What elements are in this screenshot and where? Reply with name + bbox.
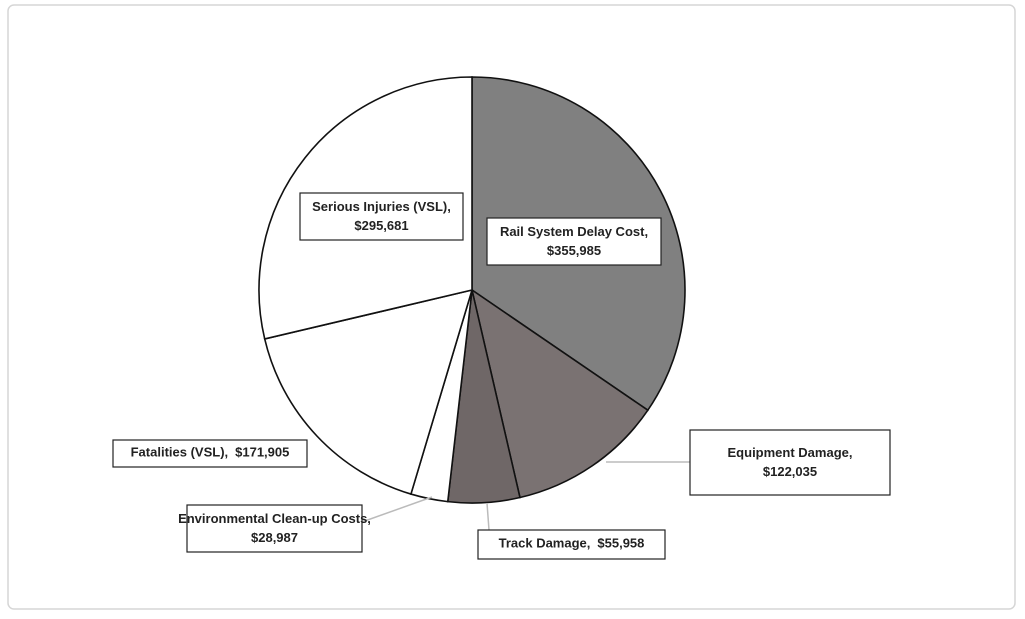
- value-label: $355,985: [547, 243, 601, 258]
- label-box: [299, 192, 464, 241]
- label-box: [186, 504, 363, 553]
- label-box: [477, 529, 666, 560]
- slice-label: Fatalities (VSL), $171,905: [131, 445, 290, 460]
- category-label: Equipment Damage,: [728, 445, 853, 460]
- value-label: $55,958: [597, 536, 644, 551]
- value-label: $122,035: [763, 464, 817, 479]
- value-label: $28,987: [251, 530, 298, 545]
- pie-slice: [470, 288, 649, 499]
- leader-line: [361, 496, 433, 523]
- label-box: [486, 217, 662, 266]
- category-label: Rail System Delay Cost,: [500, 224, 648, 239]
- category-label: Fatalities (VSL),: [131, 445, 229, 460]
- value-label: $295,681: [354, 218, 408, 233]
- label-box: [112, 439, 308, 468]
- category-label: Track Damage,: [499, 536, 591, 551]
- pie-slice: [263, 288, 474, 496]
- category-label: Serious Injuries (VSL),: [312, 199, 451, 214]
- value-label: $171,905: [235, 445, 289, 460]
- slice-label: Track Damage, $55,958: [499, 536, 645, 551]
- category-label: Environmental Clean-up Costs,: [178, 511, 371, 526]
- label-box: [689, 429, 891, 496]
- leader-line: [486, 502, 490, 531]
